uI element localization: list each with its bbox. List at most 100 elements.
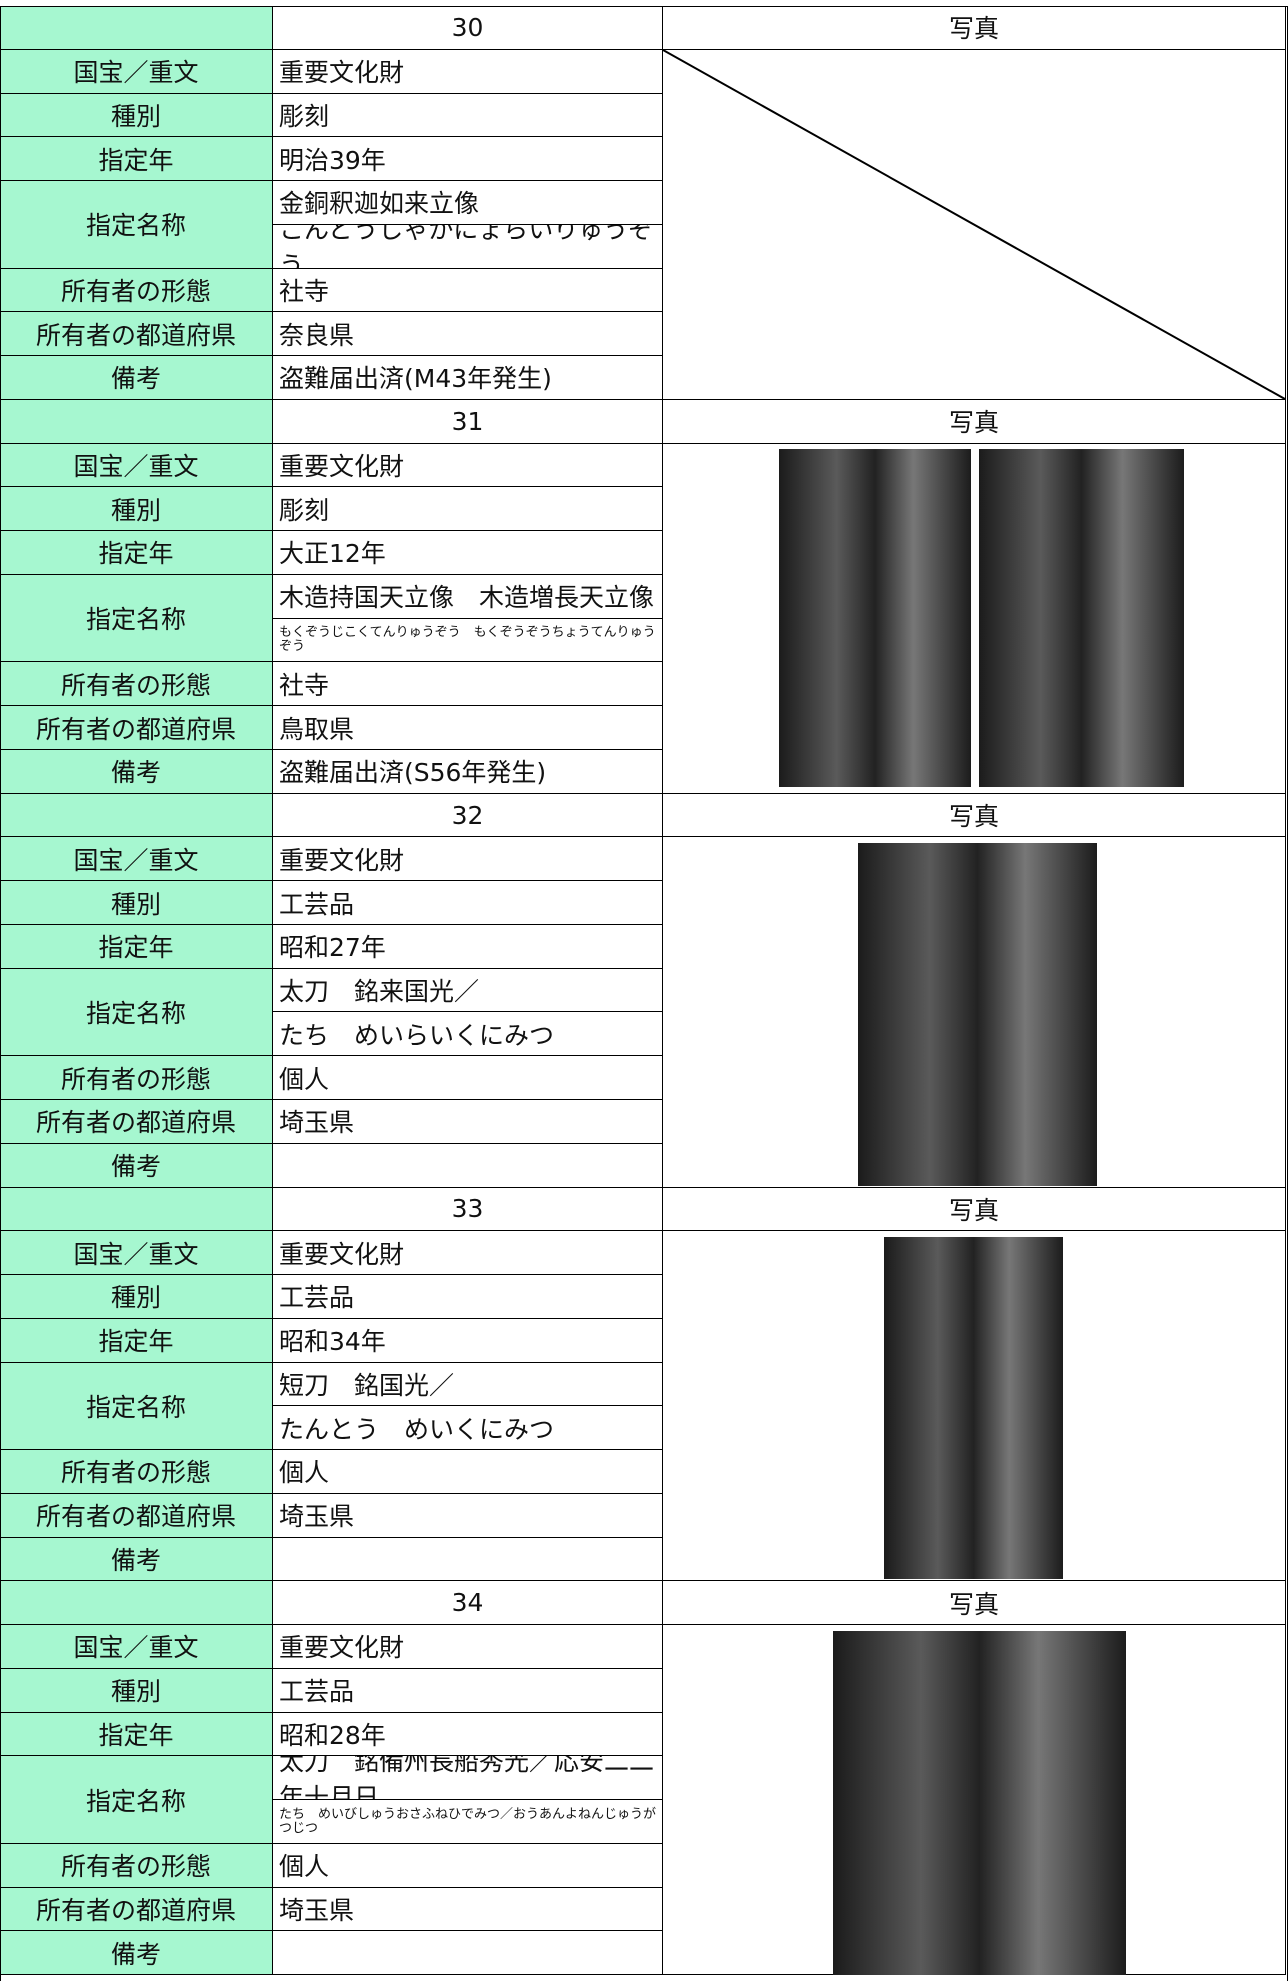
record-number: 34 — [273, 1581, 663, 1626]
field-value: 鳥取県 — [273, 706, 663, 750]
field-label: 指定名称 — [0, 1362, 273, 1451]
field-value: 彫刻 — [273, 487, 663, 532]
field-value: 金銅釈迦如来立像 — [273, 181, 663, 225]
field-label: 国宝／重文 — [0, 443, 273, 488]
field-value: 重要文化財 — [273, 837, 663, 882]
field-value: たち めいらいくにみつ — [273, 1012, 663, 1057]
field-label: 指定年 — [0, 137, 273, 182]
field-label: 種別 — [0, 487, 273, 532]
field-value: たち めいびしゅうおさふねひでみつ／おうあんよねんじゅうがつじつ — [273, 1800, 663, 1844]
field-value: 重要文化財 — [273, 1231, 663, 1276]
photo-cell — [663, 49, 1286, 400]
field-label: 所有者の都道府県 — [0, 706, 273, 750]
field-value: たんとう めいくにみつ — [273, 1406, 663, 1451]
field-label: 国宝／重文 — [0, 837, 273, 882]
field-label: 備考 — [0, 356, 273, 400]
field-value: 彫刻 — [273, 93, 663, 138]
header-label-cell — [0, 399, 273, 444]
header-label-cell — [0, 6, 273, 50]
field-value: 埼玉県 — [273, 1493, 663, 1538]
photo-cell — [663, 1231, 1286, 1582]
photo-header: 写真 — [663, 399, 1286, 444]
field-value — [273, 1537, 663, 1582]
field-label: 国宝／重文 — [0, 1231, 273, 1276]
field-value: 盗難届出済(S56年発生) — [273, 749, 663, 794]
field-value: 昭和34年 — [273, 1318, 663, 1363]
photo-header: 写真 — [663, 1187, 1286, 1232]
field-label: 所有者の都道府県 — [0, 1493, 273, 1538]
field-value: 個人 — [273, 1056, 663, 1100]
field-value: 木造持国天立像 木造増長天立像 — [273, 574, 663, 619]
header-label-cell — [0, 1187, 273, 1232]
record-number: 33 — [273, 1187, 663, 1232]
field-value: 工芸品 — [273, 1668, 663, 1713]
field-value — [273, 1143, 663, 1188]
field-label: 指定名称 — [0, 181, 273, 269]
record-number: 31 — [273, 399, 663, 444]
field-value: 重要文化財 — [273, 443, 663, 488]
field-value — [273, 1931, 663, 1976]
field-label: 種別 — [0, 1668, 273, 1713]
photo — [779, 449, 971, 787]
field-label: 指定年 — [0, 1712, 273, 1757]
field-value: 太刀 銘来国光／ — [273, 968, 663, 1013]
field-value: 工芸品 — [273, 1275, 663, 1319]
field-label: 備考 — [0, 749, 273, 794]
field-label: 国宝／重文 — [0, 1625, 273, 1669]
diagonal — [663, 50, 1285, 399]
field-value: もくぞうじこくてんりゅうぞう もくぞうぞうちょうてんりゅうぞう — [273, 618, 663, 663]
field-value: 昭和28年 — [273, 1712, 663, 1757]
field-value: 個人 — [273, 1450, 663, 1494]
field-value: 盗難届出済(M43年発生) — [273, 356, 663, 400]
record-number: 32 — [273, 793, 663, 838]
field-value: 社寺 — [273, 268, 663, 313]
field-label: 所有者の都道府県 — [0, 312, 273, 357]
field-value: 個人 — [273, 1843, 663, 1888]
field-value: 短刀 銘国光／ — [273, 1362, 663, 1407]
photo — [833, 1631, 1126, 1975]
field-label: 備考 — [0, 1931, 273, 1976]
field-value: 太刀 銘備州長船秀光／応安二二年十月日 — [273, 1756, 663, 1801]
field-label: 指定名称 — [0, 968, 273, 1057]
field-label: 所有者の形態 — [0, 1450, 273, 1494]
field-value: 奈良県 — [273, 312, 663, 357]
photo — [979, 449, 1184, 787]
photo — [884, 1237, 1063, 1579]
field-value: 埼玉県 — [273, 1887, 663, 1932]
field-value: 重要文化財 — [273, 1625, 663, 1669]
field-value: 明治39年 — [273, 137, 663, 182]
photo-cell — [663, 443, 1286, 794]
header-label-cell — [0, 793, 273, 838]
field-label: 種別 — [0, 881, 273, 925]
field-label: 備考 — [0, 1143, 273, 1188]
field-value: 大正12年 — [273, 531, 663, 575]
field-label: 種別 — [0, 93, 273, 138]
field-label: 所有者の都道府県 — [0, 1100, 273, 1144]
field-label: 国宝／重文 — [0, 49, 273, 94]
field-value: 埼玉県 — [273, 1100, 663, 1144]
field-label: 指定年 — [0, 924, 273, 969]
record-number: 30 — [273, 6, 663, 50]
field-label: 指定名称 — [0, 574, 273, 663]
field-label: 種別 — [0, 1275, 273, 1319]
field-label: 指定名称 — [0, 1756, 273, 1844]
field-value: 昭和27年 — [273, 924, 663, 969]
photo — [858, 843, 1097, 1186]
photo-cell — [663, 837, 1286, 1188]
field-label: 所有者の形態 — [0, 662, 273, 707]
field-label: 備考 — [0, 1537, 273, 1582]
field-label: 所有者の形態 — [0, 268, 273, 313]
photo-header: 写真 — [663, 1581, 1286, 1626]
photo-header: 写真 — [663, 793, 1286, 838]
field-value: こんどうしゃかにょらいりゅうぞう — [273, 224, 663, 269]
header-label-cell — [0, 1581, 273, 1626]
field-label: 指定年 — [0, 531, 273, 575]
photo-header: 写真 — [663, 6, 1286, 50]
field-label: 所有者の形態 — [0, 1843, 273, 1888]
field-value: 社寺 — [273, 662, 663, 707]
field-label: 所有者の都道府県 — [0, 1887, 273, 1932]
field-label: 指定年 — [0, 1318, 273, 1363]
field-value: 工芸品 — [273, 881, 663, 925]
field-value: 重要文化財 — [273, 49, 663, 94]
